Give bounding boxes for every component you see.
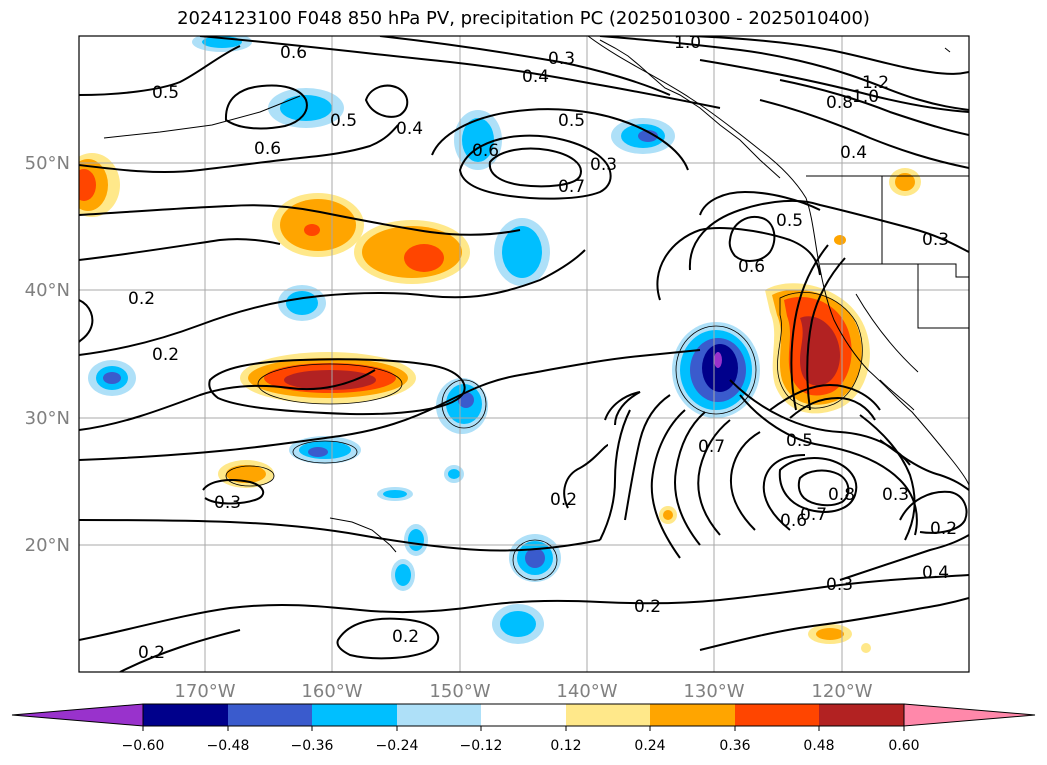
colorbar-tick: −0.48 [207,738,250,754]
colorbar-segment [143,704,228,726]
colorbar-segment [819,704,904,726]
lat-axis-labels: 50°N 40°N 30°N 20°N [25,153,70,556]
colorbar-tick: −0.12 [460,738,503,754]
contour-label: 0.5 [786,431,813,451]
colorbar-tick: 0.12 [550,738,581,754]
contour-label: 1.2 [862,73,889,93]
contour-label: 0.4 [396,119,423,139]
contour-label: 0.5 [776,211,803,231]
colorbar: −0.60 −0.48 −0.36 −0.24 −0.12 0.12 0.24 … [11,703,1036,754]
contour-label: 0.2 [128,289,155,309]
graticule [79,36,969,672]
map-panel: 0.6 0.5 0.5 0.6 0.4 0.6 0.3 0.4 0.5 0.7 … [78,33,970,673]
colorbar-segment [566,704,650,726]
contour-label: 1.0 [852,87,879,107]
contour-label: 0.8 [828,485,855,505]
contour-label: 0.3 [214,493,241,513]
contour-label: 0.7 [698,437,725,457]
lon-label: 120°W [811,681,872,702]
colorbar-tick: 0.36 [719,738,750,754]
colorbar-tick: 0.60 [888,738,919,754]
colorbar-extend-max [903,703,1036,727]
precip-outlines [225,291,863,581]
contour-label: 0.5 [558,111,585,131]
contour-label: 0.2 [634,597,661,617]
colorbar-segment [650,704,735,726]
lon-label: 150°W [429,681,490,702]
contour-label: 0.3 [882,485,909,505]
contour-label: 0.2 [138,643,165,663]
contour-label: 0.3 [590,155,617,175]
contour-label: 0.3 [922,230,949,250]
contour-label: 0.4 [922,563,949,583]
colorbar-tick: −0.60 [122,738,165,754]
contour-labels: 0.6 0.5 0.5 0.6 0.4 0.6 0.3 0.4 0.5 0.7 … [128,33,957,663]
colorbar-extend-min [11,703,144,727]
contour-label: 0.2 [550,490,577,510]
contour-label: 0.6 [472,141,499,161]
contour-label: 0.4 [840,143,867,163]
lat-label: 50°N [25,153,70,174]
shade-blue-1 [88,36,760,644]
contour-label: 1.0 [674,33,701,53]
lon-axis-labels: 170°W 160°W 150°W 140°W 130°W 120°W [174,681,872,702]
colorbar-segment [397,704,481,726]
lon-label: 170°W [174,681,235,702]
contour-label: 0.7 [800,505,827,525]
contour-label: 0.2 [152,345,179,365]
colorbar-segment [481,704,566,726]
colorbar-segment [228,704,312,726]
colorbar-tick: −0.36 [291,738,334,754]
contour-label: 0.3 [548,49,575,69]
colorbar-tick: 0.48 [803,738,834,754]
contour-label: 0.4 [522,67,549,87]
coastlines [103,36,969,553]
contour-label: 0.5 [152,83,179,103]
colorbar-tick: 0.24 [634,738,665,754]
contour-label: 0.6 [738,257,765,277]
contour-label: 0.6 [780,511,807,531]
contour-label: 0.3 [826,575,853,595]
lat-label: 20°N [25,535,70,556]
pv-contours [79,36,969,672]
contour-label: 0.2 [392,627,419,647]
lat-label: 30°N [25,408,70,429]
colorbar-segment [312,704,397,726]
figure-title: 2024123100 F048 850 hPa PV, precipitatio… [177,8,870,29]
colorbar-tick: −0.24 [376,738,419,754]
map-frame [78,35,970,673]
contour-label: 0.7 [558,177,585,197]
contour-label: 0.6 [254,139,281,159]
contour-label: 0.8 [826,93,853,113]
contour-label: 0.2 [930,519,957,539]
lon-label: 130°W [683,681,744,702]
lon-label: 140°W [556,681,617,702]
colorbar-segment [735,704,819,726]
lat-label: 40°N [25,280,70,301]
contour-label: 0.5 [330,111,357,131]
precip-shading [79,36,921,653]
contour-label: 0.6 [280,43,307,63]
lon-label: 160°W [301,681,362,702]
